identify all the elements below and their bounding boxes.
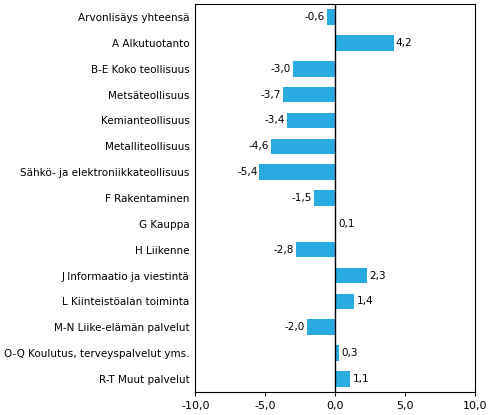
Bar: [314, 190, 335, 206]
Bar: [335, 216, 336, 232]
Text: 0,3: 0,3: [341, 348, 357, 358]
Text: -2,0: -2,0: [285, 322, 305, 332]
Text: -3,7: -3,7: [261, 90, 281, 100]
Bar: [327, 9, 335, 25]
Bar: [271, 139, 335, 154]
Bar: [307, 320, 335, 335]
Text: -1,5: -1,5: [292, 193, 312, 203]
Bar: [283, 87, 335, 103]
Text: 4,2: 4,2: [396, 38, 412, 48]
Text: 2,3: 2,3: [369, 271, 386, 281]
Text: -3,4: -3,4: [265, 115, 285, 125]
Bar: [335, 35, 394, 51]
Bar: [335, 345, 339, 361]
Text: -0,6: -0,6: [304, 12, 325, 22]
Text: 1,4: 1,4: [356, 296, 373, 306]
Bar: [296, 242, 335, 257]
Bar: [293, 61, 335, 76]
Text: 0,1: 0,1: [338, 219, 355, 229]
Text: -2,8: -2,8: [273, 245, 294, 255]
Bar: [335, 268, 367, 283]
Text: -5,4: -5,4: [237, 167, 257, 177]
Bar: [287, 113, 335, 128]
Bar: [335, 371, 350, 387]
Text: 1,1: 1,1: [353, 374, 369, 384]
Bar: [259, 164, 335, 180]
Text: -3,0: -3,0: [271, 64, 291, 74]
Text: -4,6: -4,6: [248, 141, 269, 151]
Bar: [335, 293, 355, 309]
